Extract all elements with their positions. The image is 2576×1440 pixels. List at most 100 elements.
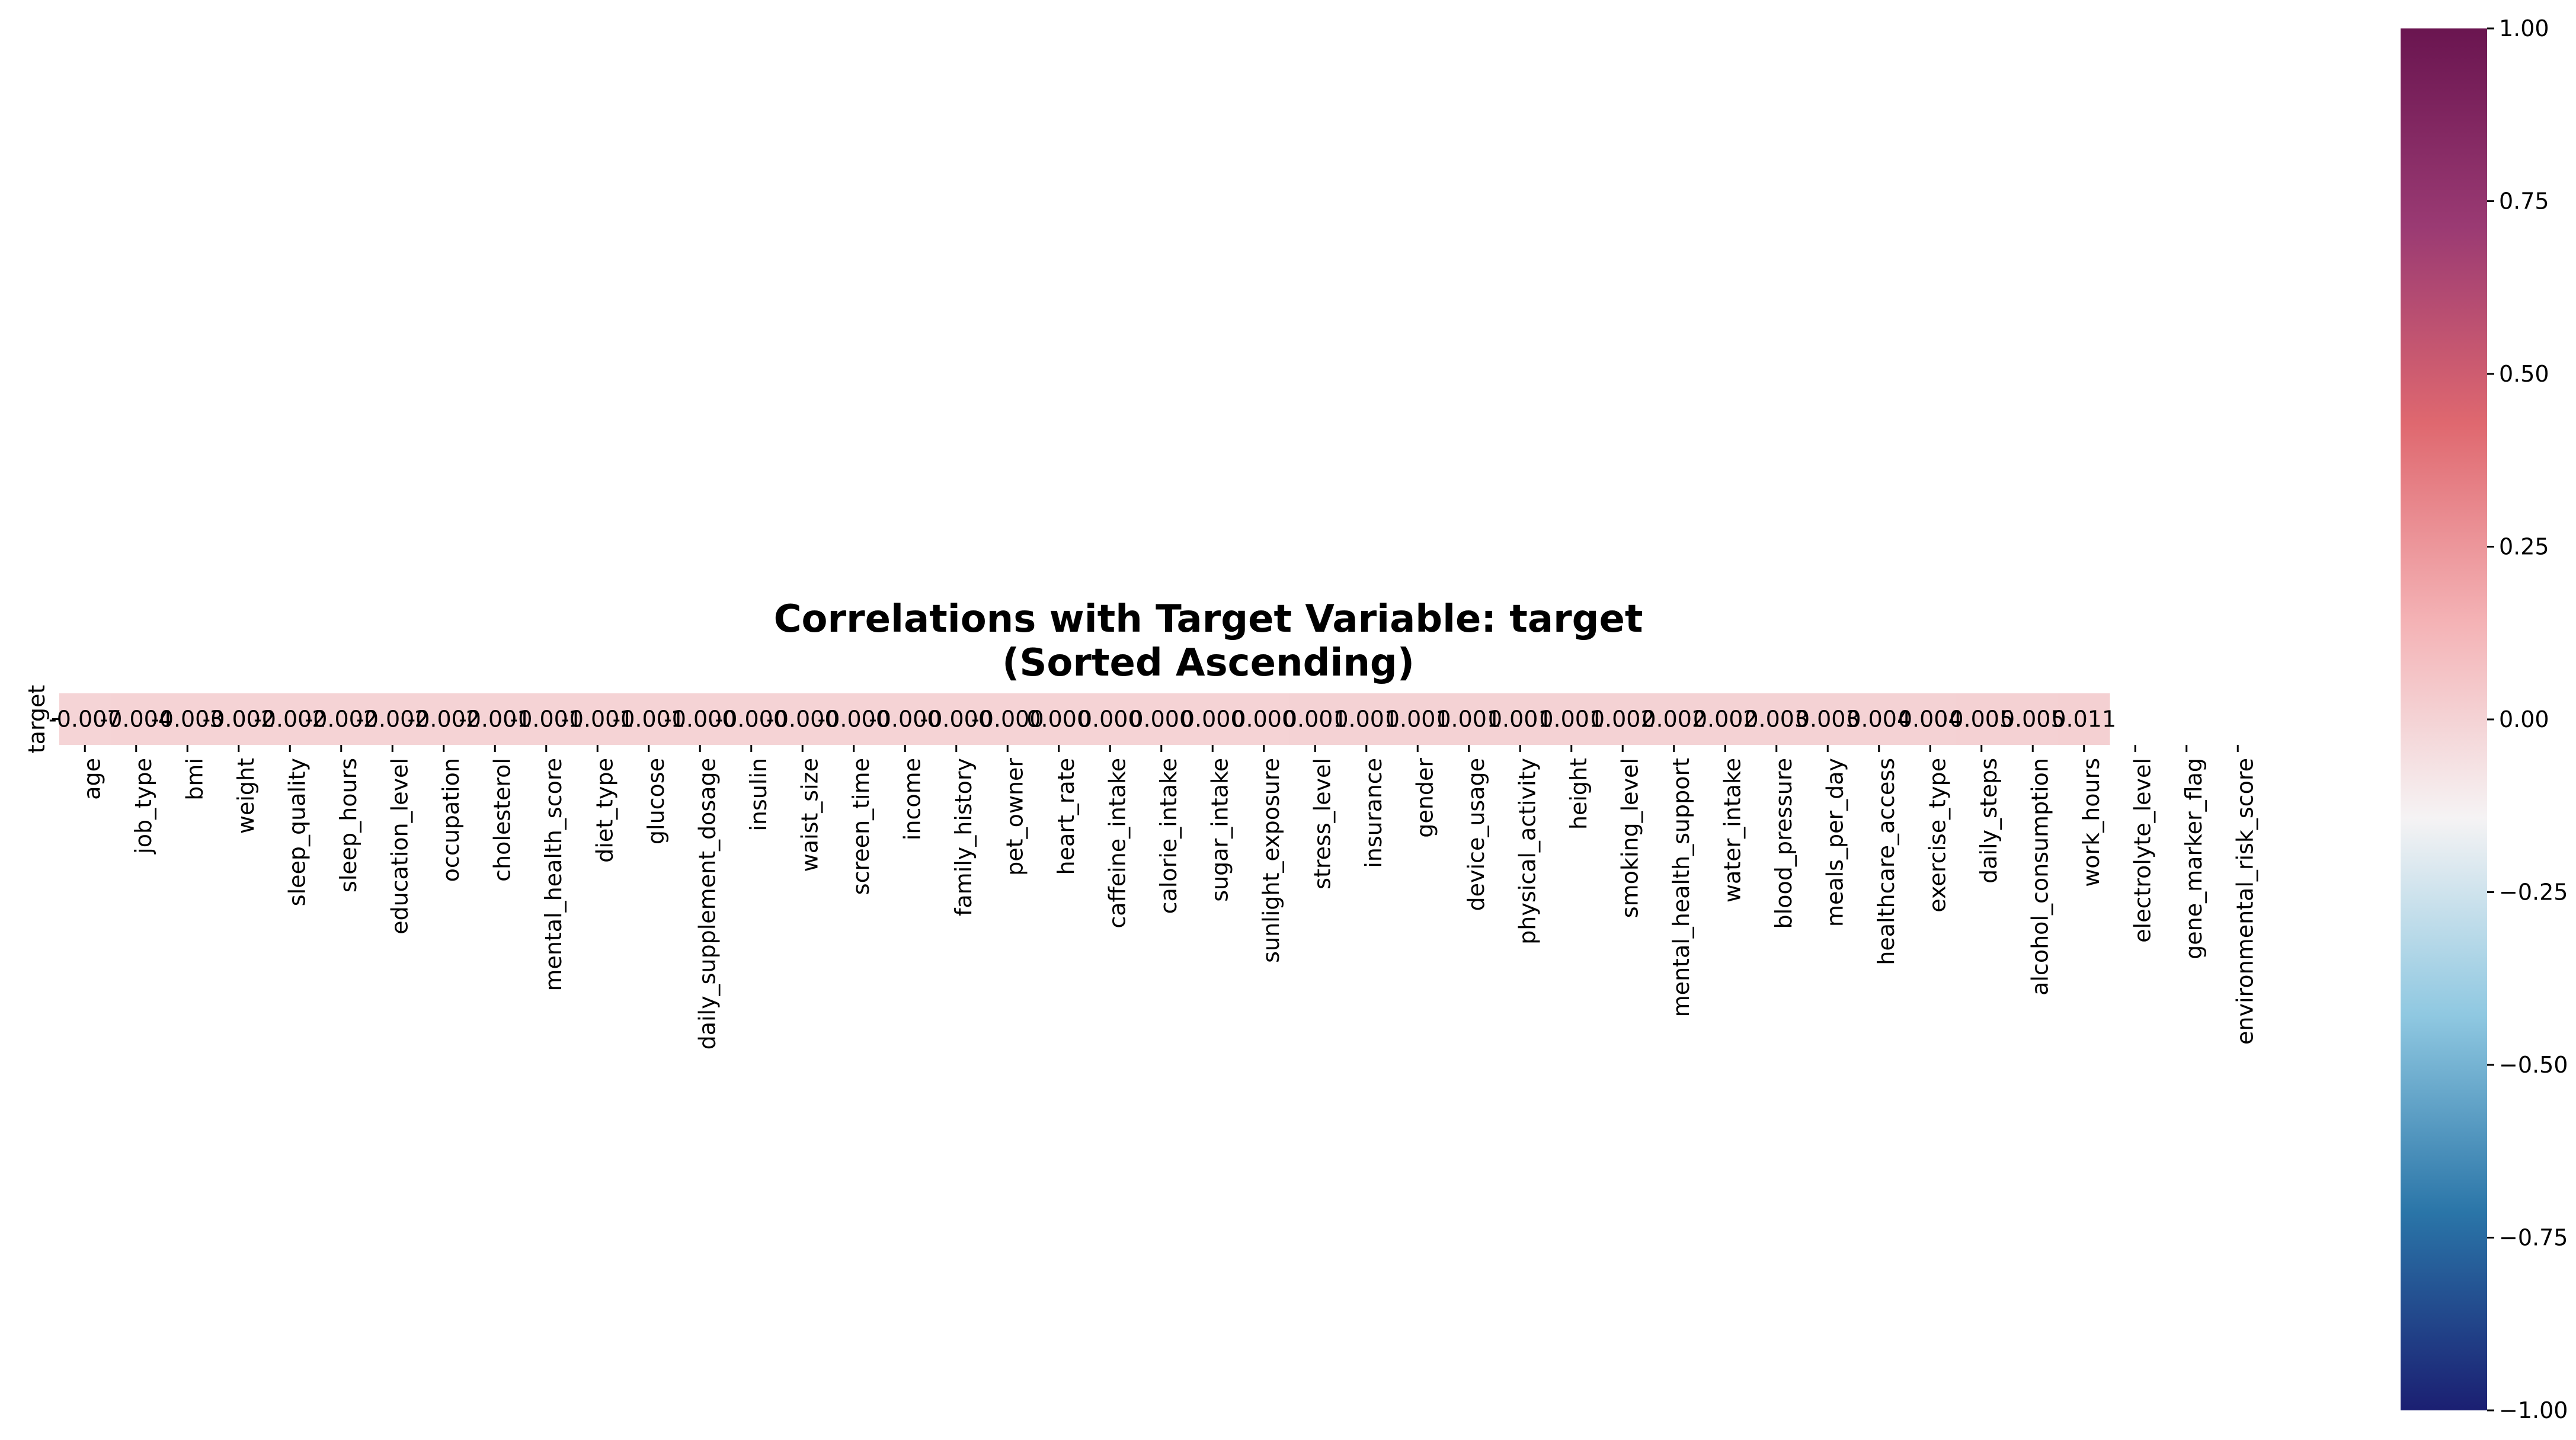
x-tick-label: education_level	[386, 758, 412, 935]
x-tick-label: sleep_quality	[284, 758, 310, 906]
cell-value-label: -0.002	[356, 706, 429, 732]
x-tick-label: daily_supplement_dosage	[694, 758, 720, 1049]
x-tick-label: height	[1566, 758, 1592, 830]
x-tick-label: stress_level	[1309, 758, 1335, 889]
heatmap-cell-mental_health_score	[520, 693, 572, 745]
x-tick-label: cholesterol	[489, 758, 515, 882]
x-tick-label: weight	[233, 758, 259, 834]
heatmap-cell-bmi	[162, 693, 214, 745]
chart-title-line-1: Correlations with Target Variable: targe…	[774, 597, 1643, 641]
x-tick-label: income	[899, 758, 925, 840]
cell-value-label: 0.001	[1283, 706, 1348, 732]
x-tick-label: job_type	[130, 758, 156, 855]
x-tick-label: exercise_type	[1924, 758, 1950, 913]
heatmap-cell-daily_steps	[1956, 693, 2008, 745]
cell-value-label: 0.005	[2001, 706, 2065, 732]
heatmap-cell-age	[59, 693, 111, 745]
cell-value-label: 0.003	[1744, 706, 1809, 732]
x-tick-label: glucose	[643, 758, 669, 844]
cell-value-label: -0.002	[305, 706, 378, 732]
heatmap-cell-insulin	[725, 693, 777, 745]
cell-value-label: 0.002	[1693, 706, 1758, 732]
x-tick-label: caffeine_intake	[1104, 758, 1130, 929]
heatmap-cell-insurance	[1340, 693, 1393, 745]
cell-value-label: 0.003	[1796, 706, 1860, 732]
cell-value-label: 0.000	[1180, 706, 1245, 732]
cell-value-label: -0.002	[408, 706, 481, 732]
cell-value-label: 0.001	[1436, 706, 1501, 732]
x-tick-label: device_usage	[1463, 758, 1489, 911]
heatmap-cell-sleep_quality	[264, 693, 316, 745]
x-tick-label: work_hours	[2078, 758, 2104, 887]
cell-value-label: 0.000	[1026, 706, 1091, 732]
colorbar: 1.00 0.75 0.50 0.25 0.00 −0.25 −0.50 −0.75 −1.00	[2401, 15, 2568, 1423]
cell-value-label: -0.000	[664, 706, 737, 732]
cell-value-label: 0.005	[1949, 706, 2014, 732]
x-tick-label: electrolyte_level	[2129, 758, 2155, 943]
heatmap-cell-income	[879, 693, 932, 745]
x-tick-label: diet_type	[591, 758, 617, 863]
heatmap-cell-device_usage	[1443, 693, 1495, 745]
heatmap-cell-occupation	[418, 693, 470, 745]
x-tick-label: gene_marker_flag	[2181, 758, 2207, 959]
x-tick-label: calorie_intake	[1156, 758, 1182, 914]
cell-value-label: 0.001	[1385, 706, 1450, 732]
colorbar-tick-label: −0.25	[2499, 879, 2568, 905]
heatmap-cell-pet_owner	[982, 693, 1034, 745]
heatmap-cell-smoking_level	[1597, 693, 1649, 745]
x-tick-label: sleep_hours	[335, 758, 361, 892]
cell-value-label: -0.004	[100, 706, 173, 732]
cell-value-label: 0.002	[1641, 706, 1706, 732]
x-tick-label: daily_steps	[1976, 758, 2002, 884]
cell-value-label: 0.011	[2052, 706, 2116, 732]
chart-title: Correlations with Target Variable: targe…	[774, 597, 1643, 685]
heatmap-cell-job_type	[110, 693, 162, 745]
heatmap-cell-height	[1545, 693, 1598, 745]
x-tick-label: sunlight_exposure	[1258, 758, 1284, 963]
cell-value-label: -0.000	[920, 706, 993, 732]
x-tick-label: waist_size	[796, 758, 823, 872]
heatmap-cell-exercise_type	[1905, 693, 1957, 745]
cell-value-label: -0.000	[766, 706, 839, 732]
x-tick-label: alcohol_consumption	[2027, 758, 2053, 996]
heatmap-cell-heart_rate	[1033, 693, 1085, 745]
x-tick-label: healthcare_access	[1873, 758, 1899, 965]
row-label: target	[24, 685, 50, 754]
colorbar-tick-label: 1.00	[2499, 15, 2549, 41]
cell-value-label: -0.001	[613, 706, 686, 732]
cell-value-label: -0.001	[459, 706, 532, 732]
cell-value-label: -0.002	[254, 706, 327, 732]
cell-value-label: 0.001	[1488, 706, 1553, 732]
cell-value-label: -0.000	[971, 706, 1044, 732]
colorbar-tick-label: −0.50	[2499, 1052, 2568, 1078]
colorbar-tick-label: −0.75	[2499, 1225, 2568, 1251]
colorbar-gradient	[2401, 28, 2487, 1410]
cell-value-label: -0.000	[869, 706, 942, 732]
heatmap-cell-blood_pressure	[1751, 693, 1803, 745]
heatmap-cell-family_history	[930, 693, 983, 745]
heatmap-cell-mental_health_support	[1648, 693, 1700, 745]
cell-value-label: 0.004	[1847, 706, 1911, 732]
cell-value-label: -0.000	[715, 706, 788, 732]
x-tick-label: physical_activity	[1514, 758, 1540, 945]
colorbar-tick-label: 0.75	[2499, 188, 2549, 215]
heatmap-cell-cholesterol	[469, 693, 521, 745]
x-tick-label: occupation	[438, 758, 464, 882]
heatmap-cell-healthcare_access	[1853, 693, 1905, 745]
x-tick-label: mental_health_score	[540, 758, 567, 991]
x-tick-label: family_history	[951, 758, 977, 916]
x-tick-label: insulin	[745, 758, 772, 831]
heatmap-cell-water_intake	[1700, 693, 1752, 745]
heatmap-cell-daily_supplement_dosage	[674, 693, 727, 745]
colorbar-tick-label: −1.00	[2499, 1397, 2568, 1423]
heatmap-cell-stress_level	[1289, 693, 1342, 745]
x-tick-label: insurance	[1361, 758, 1387, 868]
heatmap-cell-meals_per_day	[1802, 693, 1854, 745]
heatmap-cells	[59, 693, 2110, 745]
cell-value-label: 0.000	[1129, 706, 1193, 732]
x-tick-label: heart_rate	[1053, 758, 1079, 875]
x-tick-label: water_intake	[1719, 758, 1745, 903]
x-axis-tick-labels: age job_type bmi weight sleep_quality sleep_h…	[79, 745, 2258, 1049]
heatmap-cell-waist_size	[777, 693, 829, 745]
